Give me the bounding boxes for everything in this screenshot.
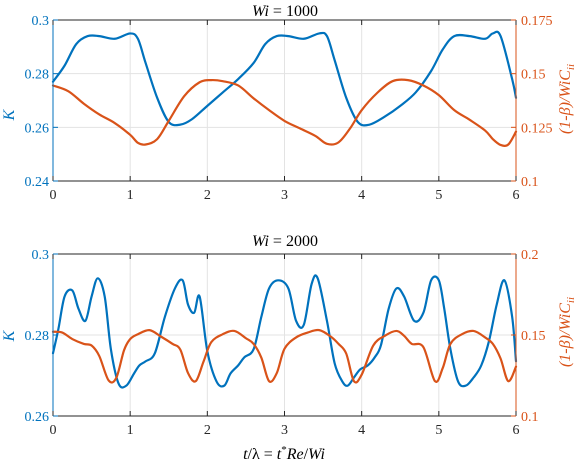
top-xtick-label: 1 [127,188,134,203]
bottom-xtick-label: 0 [50,423,57,438]
bottom-left-ytick-label: 0.3 [32,248,50,263]
bottom-right-ylabel: (1-β)/WiCii [557,297,577,367]
top-right-ytick-label: 0.175 [521,14,553,29]
top-xtick-label: 0 [50,188,57,203]
bottom-left-ytick-label: 0.28 [25,329,50,344]
bottom-chart-title: Wi = 2000 [252,233,318,250]
top-right-ytick-label: 0.15 [521,68,546,83]
top-right-ytick-label: 0.1 [521,175,539,190]
top-series-k-line [51,30,518,127]
bottom-series-k-line [51,274,518,389]
top-left-ytick-label: 0.28 [25,68,50,83]
top-xtick-label: 5 [435,188,442,203]
top-chart-panel: Wi = 1000 0 1 2 3 4 5 6 0.24 0.26 0.28 0.3 0.1 0.125… [1,3,577,203]
top-xtick-label: 6 [513,188,520,203]
bottom-xlabel: t/λ = t*Re/Wi [243,444,325,463]
bottom-xtick-label: 1 [127,423,134,438]
bottom-xtick-label: 3 [281,423,288,438]
top-right-ylabel: (1-β)/WiCii [557,64,577,134]
bottom-right-ytick-label: 0.2 [521,248,539,263]
top-xtick-label: 3 [281,188,288,203]
top-left-ytick-label: 0.26 [25,121,50,136]
bottom-left-ylabel: K [1,329,18,342]
top-left-ytick-label: 0.3 [32,14,50,29]
bottom-xtick-label: 2 [204,423,211,438]
bottom-chart-panel: Wi = 2000 0 1 2 3 4 5 6 0.26 0.28 0.3 0.1 0.15 0.2 K… [1,233,577,463]
bottom-series-ratio-line [51,328,518,384]
top-right-ytick-label: 0.125 [521,121,553,136]
top-left-ytick-label: 0.24 [25,175,50,190]
top-series-ratio-line [51,78,518,147]
bottom-left-ytick-label: 0.26 [25,410,50,425]
top-chart-title: Wi = 1000 [252,3,318,20]
top-xtick-label: 4 [358,188,365,203]
bottom-xtick-label: 6 [513,423,520,438]
bottom-xtick-label: 4 [358,423,365,438]
bottom-xtick-label: 5 [435,423,442,438]
bottom-right-ytick-label: 0.15 [521,329,546,344]
top-left-ylabel: K [1,108,18,121]
bottom-right-ytick-label: 0.1 [521,410,539,425]
top-xtick-label: 2 [204,188,211,203]
